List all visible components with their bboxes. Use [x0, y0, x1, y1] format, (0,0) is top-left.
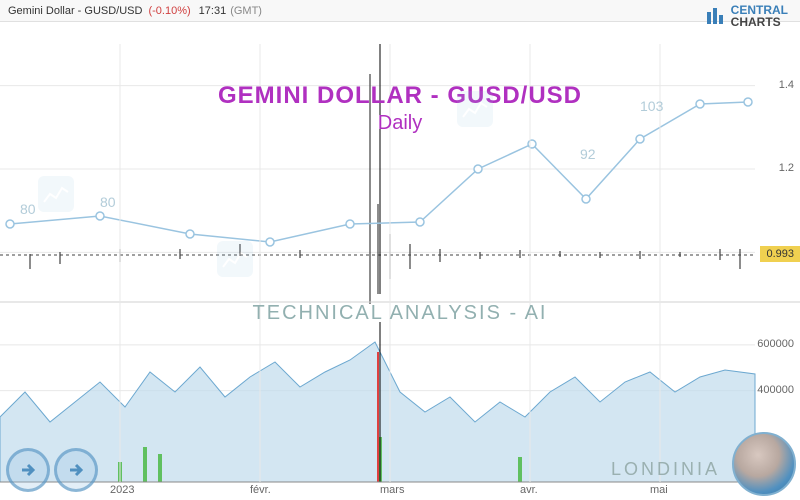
x-tick-label: mai: [650, 484, 668, 496]
chart-area[interactable]: GEMINI DOLLAR - GUSD/USD Daily TECHNICAL…: [0, 22, 800, 500]
overlay-value-label: 80: [100, 194, 116, 210]
overlay-value-label: 103: [640, 98, 663, 114]
header-bar: Gemini Dollar - GUSD/USD (-0.10%) 17:31 …: [0, 0, 800, 22]
nav-controls: [6, 448, 98, 492]
overlay-value-label: 80: [20, 201, 36, 217]
x-tick-label: mars: [380, 484, 404, 496]
nav-next-button[interactable]: [54, 448, 98, 492]
arrow-right-icon: [16, 458, 40, 482]
x-tick-label: avr.: [520, 484, 538, 496]
y-tick-label: 1.4: [779, 79, 794, 91]
arrow-right-icon: [64, 458, 88, 482]
y-tick-label: 400000: [757, 384, 794, 396]
x-tick-label: févr.: [250, 484, 271, 496]
price-change: (-0.10%): [148, 5, 190, 17]
chart-svg: [0, 22, 800, 500]
overlay-value-label: 92: [580, 146, 596, 162]
nav-prev-button[interactable]: [6, 448, 50, 492]
y-tick-label: 1.2: [779, 162, 794, 174]
londinia-label: LONDINIA: [611, 459, 720, 480]
y-tick-label: 600000: [757, 338, 794, 350]
symbol-title: Gemini Dollar - GUSD/USD: [8, 5, 142, 17]
indicator-icon: [455, 89, 495, 134]
time-label: 17:31: [199, 5, 227, 17]
arrow-icon: [215, 239, 255, 284]
current-price-tag: 0.993: [760, 246, 800, 262]
timezone-label: (GMT): [230, 5, 262, 17]
x-tick-label: 2023: [110, 484, 134, 496]
chart-icon: [36, 174, 76, 219]
avatar-icon[interactable]: [732, 432, 796, 496]
